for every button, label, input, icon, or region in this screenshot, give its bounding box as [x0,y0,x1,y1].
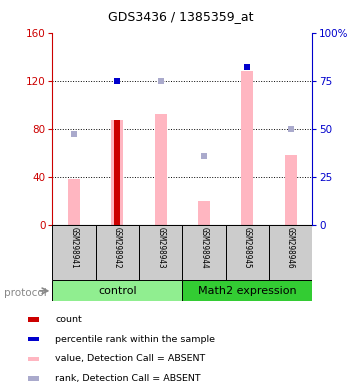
Bar [114,120,120,225]
Bar [182,280,312,301]
Bar [52,225,96,280]
Text: Math2 expression: Math2 expression [198,286,297,296]
Bar [52,280,182,301]
Bar [96,225,139,280]
Bar [68,179,80,225]
Bar [139,225,182,280]
Bar [155,114,167,225]
Text: GSM298945: GSM298945 [243,227,252,269]
Bar [111,120,123,225]
Bar [29,317,39,322]
Text: GSM298944: GSM298944 [200,227,208,269]
Text: GSM298943: GSM298943 [156,227,165,269]
Bar [182,225,226,280]
Text: protocol: protocol [4,288,46,298]
Bar [29,376,39,381]
Bar [29,357,39,361]
Bar [241,71,253,225]
Text: control: control [98,286,136,296]
Text: value, Detection Call = ABSENT: value, Detection Call = ABSENT [55,354,205,363]
Bar [284,155,297,225]
Text: GSM298942: GSM298942 [113,227,122,269]
Bar [29,337,39,341]
Text: GDS3436 / 1385359_at: GDS3436 / 1385359_at [108,10,253,23]
Bar [269,225,312,280]
Text: GSM298946: GSM298946 [286,227,295,269]
Text: percentile rank within the sample: percentile rank within the sample [55,334,215,344]
Text: rank, Detection Call = ABSENT: rank, Detection Call = ABSENT [55,374,201,383]
Text: GSM298941: GSM298941 [70,227,78,269]
Bar [226,225,269,280]
Bar [198,201,210,225]
Text: count: count [55,315,82,324]
